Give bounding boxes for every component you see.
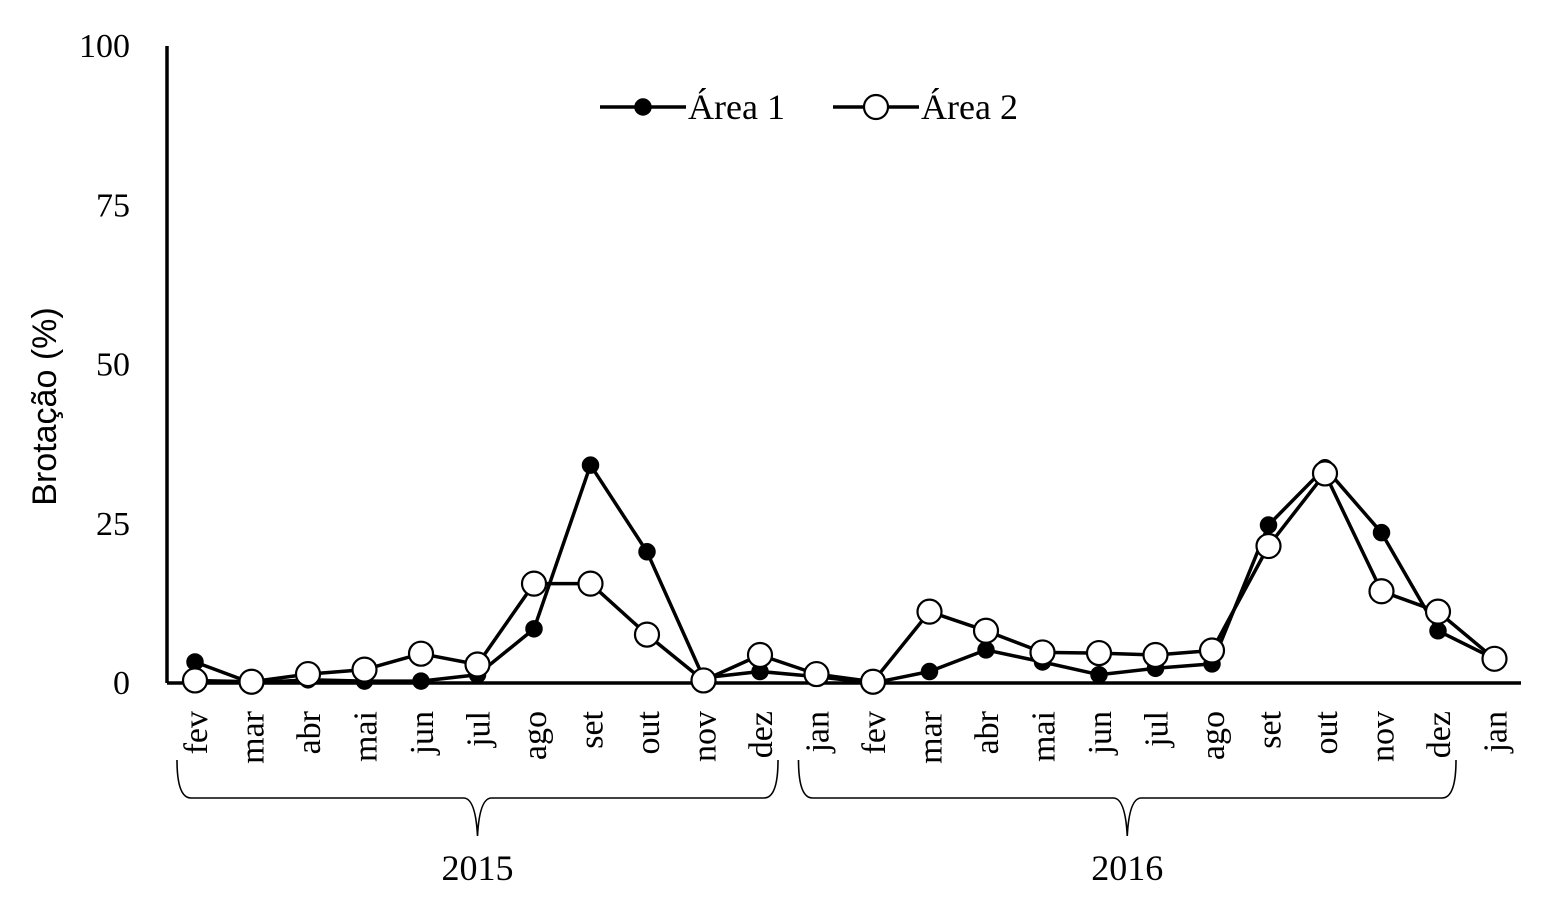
series-lines	[194, 463, 1496, 685]
x-tick-label: ago	[1195, 711, 1232, 760]
year-groups: 2015 2016	[176, 759, 1457, 888]
x-tick-label: fev	[178, 711, 215, 754]
data-point-series-2	[181, 667, 209, 694]
x-tick-label: jun	[1082, 711, 1119, 755]
data-point-series-2	[351, 656, 378, 683]
x-tick-label: dez	[1421, 711, 1458, 758]
legend-marker-2	[862, 93, 890, 121]
data-point-series-2	[1424, 598, 1452, 625]
data-point-series-2	[1198, 637, 1226, 664]
year-brace	[176, 759, 779, 837]
x-tick-label: jun	[404, 711, 441, 755]
data-point-series-2	[746, 641, 774, 669]
data-point-series-1	[977, 641, 995, 659]
y-tick-label: 50	[96, 347, 130, 384]
data-point-series-2	[1142, 641, 1169, 669]
y-tick-label: 25	[96, 506, 130, 543]
x-tick-label: mar	[913, 710, 950, 764]
x-tick-label: out	[630, 710, 667, 754]
x-tick-label: set	[1252, 710, 1289, 748]
x-tick-label: jul	[1139, 711, 1176, 748]
data-point-series-2	[1029, 639, 1056, 666]
data-point-series-2	[407, 640, 435, 667]
data-point-series-2	[1085, 639, 1113, 667]
x-tick-label: mai	[348, 711, 385, 762]
series-line-2	[194, 471, 1496, 684]
x-tick-label: abr	[291, 710, 328, 754]
x-tick-label: mar	[235, 710, 272, 764]
x-tick-label: fev	[856, 711, 893, 754]
year-brace	[797, 759, 1457, 837]
y-tick-label: 100	[79, 28, 130, 65]
data-point-series-2	[464, 651, 491, 678]
x-tick-label: jan	[800, 711, 837, 754]
data-point-series-2	[859, 668, 887, 695]
data-point-series-2	[916, 598, 943, 625]
y-axis-title: Brotação (%)	[26, 307, 64, 505]
data-point-series-1	[1090, 665, 1108, 684]
data-point-series-1	[1429, 622, 1447, 640]
data-point-series-1	[525, 620, 543, 638]
x-tick-label: mai	[1026, 711, 1063, 762]
y-tick-label: 0	[113, 665, 130, 702]
data-point-series-1	[581, 456, 600, 474]
legend: Área 1 Área 2	[600, 87, 1018, 127]
data-point-series-2	[803, 660, 830, 688]
x-tick-label: nov	[687, 711, 724, 762]
data-point-series-2	[690, 667, 717, 694]
data-point-series-1	[920, 662, 939, 681]
legend-label-2: Área 2	[921, 87, 1018, 127]
legend-marker-1	[634, 98, 652, 116]
data-point-series-2	[238, 668, 265, 695]
data-point-series-1	[412, 672, 430, 690]
data-point-series-2	[972, 617, 1000, 644]
x-tick-label: jul	[461, 711, 498, 748]
data-point-series-2	[1255, 532, 1282, 560]
data-point-series-1	[638, 543, 656, 561]
x-tick-label: out	[1308, 710, 1345, 754]
axes	[165, 46, 1521, 685]
x-tick-label: set	[574, 710, 611, 748]
x-tick-label: ago	[517, 711, 554, 760]
x-tick-label: dez	[743, 711, 780, 758]
x-tick-label: abr	[969, 710, 1006, 754]
data-point-series-2	[520, 570, 548, 597]
year-label: 2016	[1091, 848, 1163, 888]
data-point-series-1	[1372, 523, 1391, 542]
x-tick-label: jan	[1478, 711, 1515, 754]
data-point-series-2	[577, 570, 604, 597]
data-point-series-2	[1311, 460, 1339, 487]
x-tick-labels: fev mar abr mai jun jul ago set out nov dez jan fev m…	[178, 710, 1515, 764]
data-point-series-2	[633, 621, 661, 648]
data-point-series-1	[1259, 516, 1278, 534]
legend-label-1: Área 1	[688, 87, 785, 127]
series-markers	[181, 456, 1508, 695]
data-point-series-2	[1368, 578, 1395, 605]
series-line-1	[194, 463, 1496, 685]
y-tick-label: 75	[96, 187, 130, 224]
year-label: 2015	[442, 848, 514, 888]
y-tick-labels: 0 25 50 75 100	[79, 28, 130, 702]
data-point-series-2	[1481, 645, 1508, 672]
x-tick-label: nov	[1365, 711, 1402, 762]
data-point-series-2	[294, 660, 322, 688]
